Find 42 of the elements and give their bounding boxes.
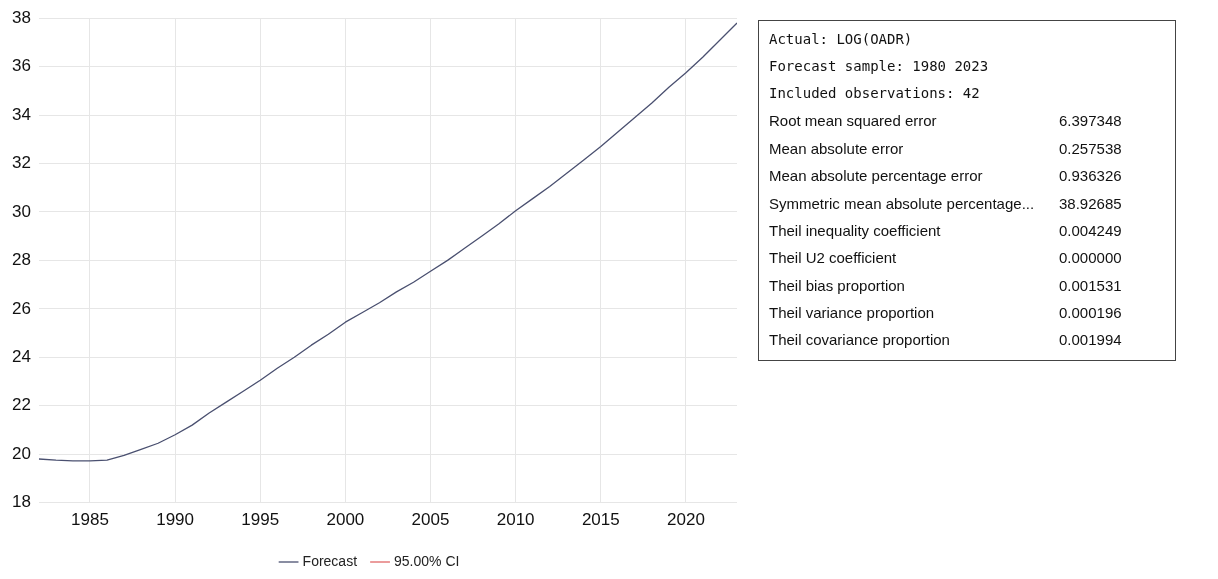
- text: 0.257538: [1059, 139, 1122, 157]
- x-tick-label: 2010: [496, 510, 535, 530]
- text: Root mean squared error: [769, 112, 938, 130]
- y-tick-label: 28: [11, 250, 31, 270]
- text: 0.001531: [1059, 276, 1122, 294]
- y-tick-label: 32: [11, 153, 31, 173]
- x-tick-label: 2000: [326, 510, 365, 530]
- y-tick-label: 36: [11, 56, 31, 76]
- y-tick-label: 30: [11, 201, 31, 221]
- text: 38.92685: [1059, 194, 1122, 212]
- x-tick-label: 2020: [667, 510, 705, 530]
- y-tick-label: 22: [11, 395, 31, 415]
- text: 6.397348: [1059, 112, 1122, 130]
- y-tick-label: 38: [11, 7, 31, 27]
- text: Mean absolute percentage error: [769, 167, 984, 185]
- text: Theil covariance proportion: [769, 331, 951, 349]
- text: Theil variance proportion: [769, 304, 936, 322]
- text: Theil bias proportion: [769, 276, 906, 294]
- text: Actual: LOG(OADR): [769, 29, 914, 49]
- text: Included observations: 42: [769, 84, 981, 104]
- y-tick-label: 24: [11, 346, 31, 366]
- text: 0.000196: [1059, 304, 1122, 322]
- x-tick-label: 2015: [581, 510, 620, 530]
- legend-label: Forecast: [302, 552, 358, 569]
- y-tick-label: 34: [11, 104, 31, 124]
- y-tick-label: 26: [11, 298, 31, 318]
- text: 0.004249: [1059, 221, 1122, 239]
- text: Theil U2 coefficient: [769, 249, 898, 267]
- text: Theil inequality coefficient: [769, 221, 942, 239]
- x-tick-label: 2005: [411, 510, 450, 530]
- x-tick-label: 1985: [71, 510, 109, 530]
- text: Mean absolute error: [769, 139, 905, 157]
- text: 0.000000: [1059, 249, 1122, 267]
- legend-label: 95.00% CI: [394, 552, 460, 569]
- y-tick-label: 20: [11, 443, 31, 463]
- x-tick-label: 1995: [241, 510, 280, 530]
- y-tick-label: 18: [11, 492, 31, 512]
- x-tick-label: 1990: [156, 510, 195, 530]
- text: Forecast sample: 1980 2023: [769, 57, 990, 77]
- text: 0.936326: [1059, 167, 1122, 185]
- text: 0.001994: [1059, 331, 1122, 349]
- text: Symmetric mean absolute percentage...: [769, 194, 1036, 212]
